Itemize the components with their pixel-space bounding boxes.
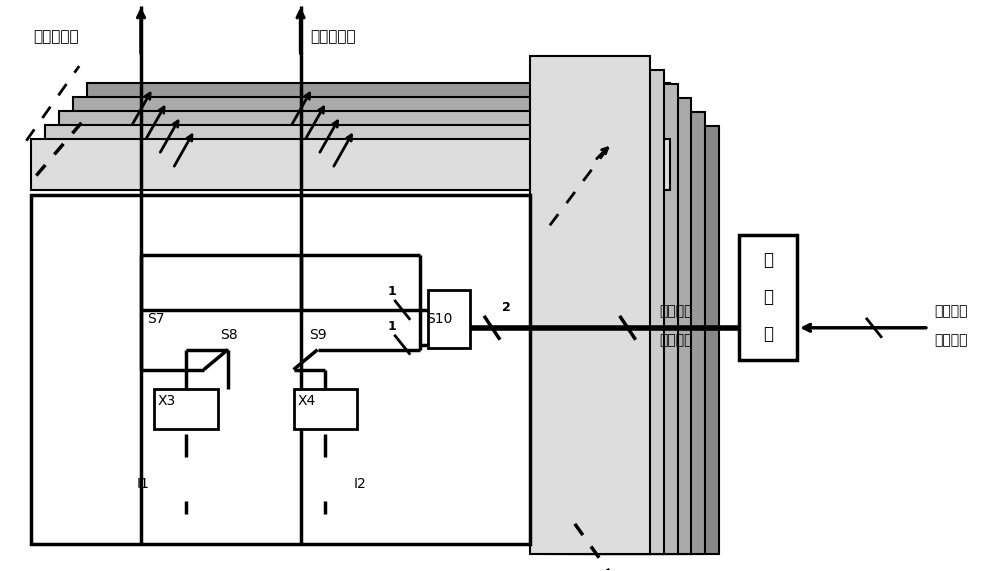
Bar (600, 126, 719, 554)
Text: I1: I1 (137, 477, 150, 491)
Text: 2: 2 (502, 301, 511, 314)
Text: 信号总线: 信号总线 (934, 333, 967, 347)
Text: 器: 器 (763, 325, 773, 343)
Circle shape (416, 306, 424, 314)
Bar (294, 389, 357, 429)
Bar (544, 70, 664, 554)
Bar (31, 139, 670, 191)
Bar (428, 290, 470, 348)
Text: I2: I2 (353, 477, 366, 491)
Text: S7: S7 (147, 312, 164, 326)
Text: 译: 译 (763, 251, 773, 269)
Bar (154, 389, 218, 429)
Text: 差分控制: 差分控制 (660, 304, 693, 318)
Bar (739, 235, 797, 360)
Text: 第二输出端: 第二输出端 (311, 29, 356, 45)
Bar (45, 125, 670, 176)
Text: X3: X3 (158, 395, 176, 408)
Circle shape (200, 365, 208, 373)
Bar (558, 84, 678, 554)
Text: 信号总线: 信号总线 (660, 333, 693, 347)
Circle shape (304, 457, 347, 501)
Circle shape (314, 345, 321, 353)
Text: 1: 1 (388, 320, 397, 333)
Circle shape (164, 457, 208, 501)
Bar (31, 195, 530, 544)
Text: S8: S8 (220, 328, 237, 341)
Bar (73, 97, 670, 148)
Text: 1: 1 (388, 285, 397, 298)
Circle shape (137, 306, 145, 314)
Bar (586, 112, 705, 554)
Text: 码: 码 (763, 288, 773, 306)
Text: X4: X4 (298, 395, 316, 408)
Text: S10: S10 (426, 312, 453, 326)
Circle shape (297, 251, 305, 259)
Circle shape (224, 345, 232, 353)
Circle shape (290, 365, 298, 373)
Text: 数字输入: 数字输入 (934, 304, 967, 318)
Text: 第一输出端: 第一输出端 (33, 29, 79, 45)
Bar (59, 111, 670, 163)
Text: S9: S9 (310, 328, 327, 341)
Bar (530, 56, 650, 554)
Bar (87, 83, 670, 135)
Bar (572, 98, 691, 554)
